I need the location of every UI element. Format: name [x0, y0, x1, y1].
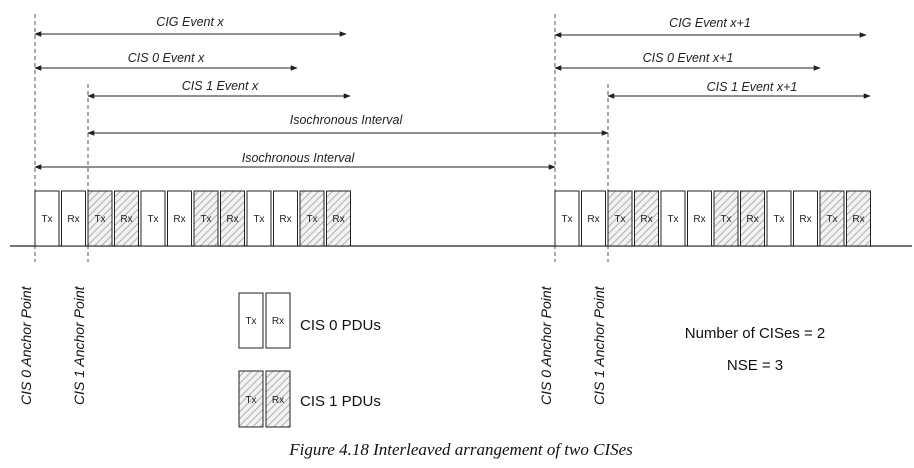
tx-pdu-label: Tx: [773, 214, 784, 225]
cis0-tx-pdu-box: [34, 190, 60, 247]
tx-pdu-label: Tx: [41, 214, 52, 225]
event-labels: CIG Event x CIS 0 Event x CIS 1 Event x …: [128, 15, 798, 165]
tx-pdu-label: Tx: [253, 214, 264, 225]
cis1-tx-pdu-box: [87, 190, 113, 247]
legend-cis1-rx-box: [265, 370, 291, 428]
tx-pdu-label: Tx: [561, 214, 572, 225]
rx-pdu-label: Rx: [173, 214, 185, 225]
legend-cis1-tx-box: [238, 370, 264, 428]
rx-pdu-label: Rx: [640, 214, 652, 225]
rx-pdu-label: Rx: [226, 214, 238, 225]
cis0-tx-pdu-box: [554, 190, 580, 247]
label-cig-event-x: CIG Event x: [156, 15, 224, 29]
label-cis0-event-x: CIS 0 Event x: [128, 51, 205, 65]
num-cises-text: Number of CISes = 2: [685, 325, 825, 342]
cis0-tx-pdu-box: [140, 190, 166, 247]
cis1-tx-pdu-box: [193, 190, 219, 247]
tx-pdu-label: Tx: [826, 214, 837, 225]
tx-pdu-label: Tx: [147, 214, 158, 225]
legend: Tx Rx CIS 0 PDUs Tx Rx CIS 1 PDUs Number…: [238, 292, 825, 428]
cis1-tx-pdu-box: [819, 190, 845, 247]
cis1-rx-pdu-box: [326, 190, 351, 247]
cis0-rx-pdu-box: [581, 190, 606, 247]
rx-pdu-label: Rx: [799, 214, 811, 225]
label-cig-event-x1: CIG Event x+1: [669, 16, 751, 30]
label-cis1-event-x1: CIS 1 Event x+1: [707, 80, 798, 94]
anchor-label-cis1-b: CIS 1 Anchor Point: [591, 285, 607, 405]
cis0-rx-pdu-box: [273, 190, 298, 247]
cis1-rx-pdu-box: [740, 190, 765, 247]
nse-text: NSE = 3: [727, 357, 783, 374]
rx-pdu-label: Rx: [67, 214, 79, 225]
cis1-rx-pdu-box: [220, 190, 245, 247]
tx-pdu-label: Tx: [94, 214, 105, 225]
legend-cis0-tx-box: [238, 292, 264, 349]
label-cis0-event-x1: CIS 0 Event x+1: [643, 51, 734, 65]
rx-pdu-label: Rx: [852, 214, 864, 225]
anchor-label-cis1-a: CIS 1 Anchor Point: [71, 285, 87, 405]
anchor-labels: CIS 0 Anchor Point CIS 1 Anchor Point CI…: [18, 285, 607, 405]
cis0-rx-pdu-box: [793, 190, 818, 247]
tx-pdu-label: Tx: [614, 214, 625, 225]
pdu-sequence: Tx Rx Tx Rx Tx Rx Tx Rx Tx Rx Tx Rx Tx Rx Tx Rx Tx Rx Tx Rx…: [34, 190, 871, 247]
rx-pdu-label: Rx: [587, 214, 599, 225]
legend-cis0-rx-box: [265, 292, 291, 349]
rx-pdu-label: Rx: [693, 214, 705, 225]
cis0-rx-pdu-box: [167, 190, 192, 247]
legend-cis0-tx-text: Tx: [245, 316, 256, 327]
rx-pdu-label: Rx: [746, 214, 758, 225]
label-iso-interval-1: Isochronous Interval: [290, 113, 404, 127]
label-iso-interval-2: Isochronous Interval: [242, 151, 356, 165]
tx-pdu-label: Tx: [200, 214, 211, 225]
cis1-tx-pdu-box: [713, 190, 739, 247]
legend-cis0-pdus: CIS 0 PDUs: [300, 317, 381, 334]
rx-pdu-label: Rx: [279, 214, 291, 225]
tx-pdu-label: Tx: [720, 214, 731, 225]
anchor-label-cis0-a: CIS 0 Anchor Point: [18, 285, 34, 405]
cis0-rx-pdu-box: [61, 190, 86, 247]
legend-cis1-tx-text: Tx: [245, 395, 256, 406]
cis0-rx-pdu-box: [687, 190, 712, 247]
anchor-label-cis0-b: CIS 0 Anchor Point: [538, 285, 554, 405]
cis1-rx-pdu-box: [634, 190, 659, 247]
cis1-rx-pdu-box: [114, 190, 139, 247]
legend-cis0-rx-text: Rx: [272, 316, 284, 327]
cis0-tx-pdu-box: [660, 190, 686, 247]
figure-caption: Figure 4.18 Interleaved arrangement of t…: [288, 440, 633, 459]
event-arrows: [34, 31, 871, 170]
rx-pdu-label: Rx: [332, 214, 344, 225]
legend-cis1-pdus: CIS 1 PDUs: [300, 393, 381, 410]
cis1-tx-pdu-box: [607, 190, 633, 247]
tx-pdu-label: Tx: [306, 214, 317, 225]
label-cis1-event-x: CIS 1 Event x: [182, 79, 259, 93]
cis0-tx-pdu-box: [246, 190, 272, 247]
cis1-tx-pdu-box: [299, 190, 325, 247]
tx-pdu-label: Tx: [667, 214, 678, 225]
cis0-tx-pdu-box: [766, 190, 792, 247]
rx-pdu-label: Rx: [120, 214, 132, 225]
cis1-rx-pdu-box: [846, 190, 871, 247]
legend-cis1-rx-text: Rx: [272, 395, 284, 406]
